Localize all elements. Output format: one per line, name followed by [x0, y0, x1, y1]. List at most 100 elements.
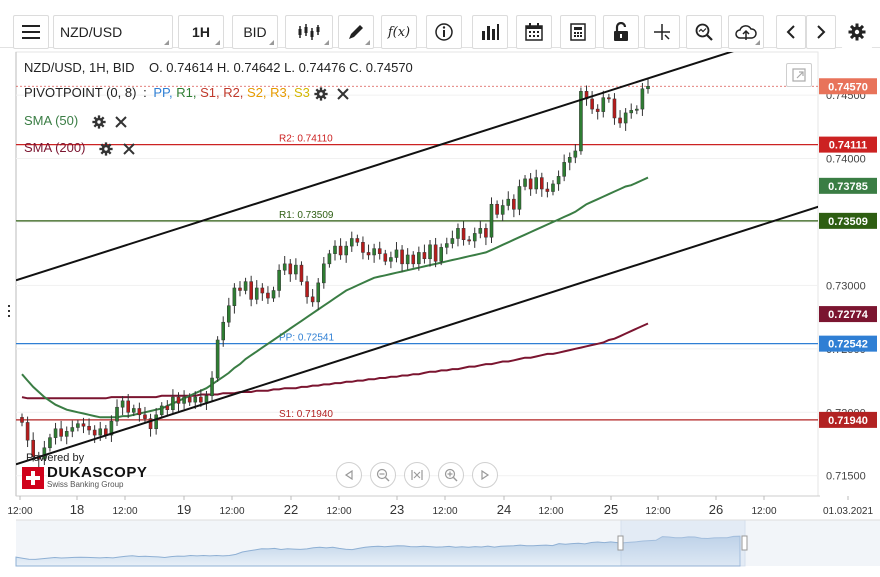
scroll-left-button[interactable] [776, 15, 806, 49]
close-icon[interactable] [122, 142, 135, 155]
candle-body [98, 428, 103, 436]
x-axis: 12:00 18 12:00 19 12:00 22 12:00 23 12:00 24 12:00… [7, 496, 873, 517]
gear-icon [848, 23, 866, 41]
sma200-legend: SMA (200) [24, 140, 135, 156]
candle-body [517, 186, 522, 210]
sma200-label: SMA (200) [24, 140, 86, 155]
candle-body [344, 245, 348, 256]
candle-body [562, 162, 566, 177]
hamburger-icon [22, 25, 40, 39]
candle-body [115, 406, 119, 422]
tag-sma50-bg [819, 177, 877, 194]
left-drag-handle[interactable] [8, 305, 10, 317]
scroll-right-button[interactable] [806, 15, 836, 49]
close-icon[interactable] [115, 115, 128, 128]
tag-level-pp: 0.72542 [828, 339, 868, 351]
pivot-level-label: S3 [294, 85, 314, 100]
candle-body [456, 228, 460, 239]
price-type-selector[interactable]: BID [232, 15, 278, 49]
candle-body [316, 282, 321, 303]
brand-tagline: Swiss Banking Group [47, 480, 124, 489]
candle-body [618, 117, 622, 124]
calendar-button[interactable] [516, 15, 552, 49]
candle-body [629, 110, 634, 114]
gear-icon[interactable] [92, 114, 106, 129]
tag-level-r1: 0.73509 [828, 216, 868, 228]
zoom-in-button[interactable] [438, 462, 464, 488]
level-label-pp: PP: 0.72541 [279, 333, 334, 344]
plot-frame [15, 51, 819, 497]
candle-body [579, 91, 583, 152]
chart-navigation [336, 462, 498, 488]
dropdown-caret-icon [215, 40, 220, 45]
navigator-window[interactable] [620, 519, 746, 567]
candle-body [355, 238, 360, 243]
dropdown-caret-icon [365, 40, 370, 45]
candle-body [282, 263, 287, 271]
cloud-upload-button[interactable] [728, 15, 764, 49]
navigator-handle-left[interactable] [617, 535, 624, 551]
close-icon[interactable] [337, 87, 349, 100]
pivot-level-labels: PP, R1, S1, R2, S2, R3, S3 [153, 85, 313, 100]
pan-right-button[interactable] [472, 462, 498, 488]
bar-chart-button[interactable] [472, 15, 508, 49]
info-icon [435, 23, 453, 41]
pivot-indicator-name: PIVOTPOINT (0, 8) [24, 85, 137, 100]
menu-button[interactable] [13, 15, 49, 49]
candlestick-icon [298, 24, 320, 40]
candle-body [64, 431, 69, 437]
drawing-tools-button[interactable] [338, 15, 374, 49]
triangle-right-icon [481, 470, 490, 480]
brand-name: DUKASCOPY [47, 464, 148, 481]
pair-info: NZD/USD, 1H, BID [24, 60, 135, 75]
candle-body [249, 281, 253, 300]
tag-level-r2: 0.74111 [829, 140, 868, 152]
symbol-label: NZD/USD [60, 24, 123, 40]
gear-icon[interactable] [313, 86, 328, 101]
x-tick-label: 22 [284, 502, 298, 517]
timeframe-selector[interactable]: 1H [178, 15, 224, 49]
navigator-handle-right[interactable] [741, 535, 748, 551]
crosshair-button[interactable] [644, 15, 680, 49]
chevron-right-icon [817, 25, 826, 39]
expand-button[interactable] [786, 63, 812, 87]
candle-body [500, 205, 505, 215]
tag-level-s1: 0.71940 [828, 415, 868, 427]
indicators-button[interactable]: f(x) [381, 15, 417, 49]
candle-body [635, 108, 639, 111]
candle-body [595, 108, 600, 112]
candle-body [461, 228, 466, 240]
channel-lower-line [16, 205, 818, 466]
info-button[interactable] [426, 15, 462, 49]
candle-body [495, 203, 499, 215]
candle-body [400, 249, 404, 265]
sma50-legend: SMA (50) [24, 113, 128, 129]
pan-left-button[interactable] [336, 462, 362, 488]
candle-body [199, 396, 203, 403]
calculator-button[interactable] [560, 15, 596, 49]
chart-type-button[interactable] [285, 15, 333, 49]
candle-body [590, 98, 594, 110]
sma-200-line [21, 322, 649, 400]
zoom-out-button[interactable] [370, 462, 396, 488]
candle-body [305, 281, 309, 298]
settings-button[interactable] [842, 15, 872, 49]
candle-body [92, 429, 97, 436]
symbol-selector[interactable]: NZD/USD [53, 15, 173, 49]
sma-50-line [21, 176, 649, 419]
candle-body [405, 254, 410, 265]
candle-body [372, 248, 376, 256]
lock-button[interactable] [603, 15, 639, 49]
candle-body [394, 249, 399, 258]
zoom-button[interactable] [686, 15, 722, 49]
candle-body [210, 377, 214, 397]
pivot-level-label: S1, [200, 85, 224, 100]
candle-body [70, 427, 75, 432]
y-tick-label: 0.74000 [826, 154, 866, 166]
reset-view-button[interactable] [404, 462, 430, 488]
expand-icon [792, 68, 806, 82]
gear-icon[interactable] [99, 141, 113, 156]
candle-body [607, 97, 611, 100]
candle-body [87, 425, 91, 431]
